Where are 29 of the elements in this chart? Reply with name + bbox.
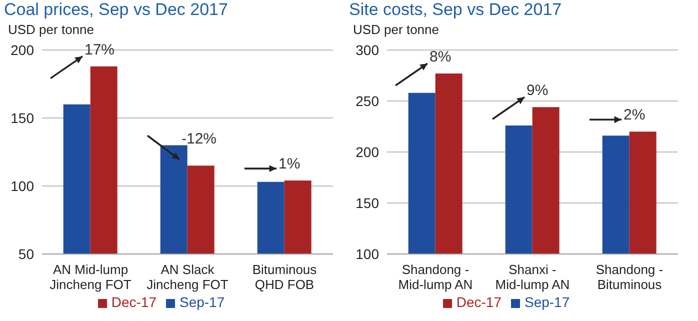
legend-label: Sep-17: [179, 294, 225, 310]
annotation: 17%: [84, 41, 115, 58]
y-axis-title: USD per tonne: [7, 22, 95, 38]
annotation: 1%: [278, 156, 300, 173]
y-tick-label: 200: [10, 42, 34, 58]
x-tick-label: Shandong - Bituminous: [596, 262, 664, 292]
y-tick-label: 300: [356, 42, 380, 58]
legend-label: Dec-17: [111, 294, 156, 310]
y-tick-label: 250: [356, 92, 380, 109]
annotation: 8%: [430, 48, 452, 66]
x-tick-label: Bituminous QHD FOB: [252, 262, 318, 292]
annotation: 2%: [624, 106, 646, 124]
chart-title: Coal prices, Sep vs Dec 2017: [3, 0, 229, 21]
y-tick-label: 50: [18, 246, 34, 262]
chart-title: Site costs, Sep vs Dec 2017: [348, 0, 563, 21]
y-axis-title: USD per tonne: [352, 22, 440, 38]
x-tick-label: AN Slack Jincheng FOT: [146, 262, 228, 292]
y-tick-label: 100: [10, 178, 34, 194]
x-tick-label: Shandong - Mid-lump AN: [398, 262, 473, 292]
annotation: -12%: [182, 130, 217, 148]
x-tick-label: Shanxi - Mid-lump AN: [495, 262, 570, 292]
annotation: 9%: [526, 82, 548, 100]
y-tick-label: 200: [356, 144, 380, 160]
legend-label: Sep-17: [524, 294, 570, 310]
y-tick-label: 150: [356, 194, 380, 211]
y-tick-label: 150: [10, 110, 34, 126]
x-tick-label: AN Mid-lump Jincheng FOT: [50, 262, 132, 292]
legend-label: Dec-17: [456, 294, 502, 310]
y-tick-label: 100: [356, 246, 380, 262]
